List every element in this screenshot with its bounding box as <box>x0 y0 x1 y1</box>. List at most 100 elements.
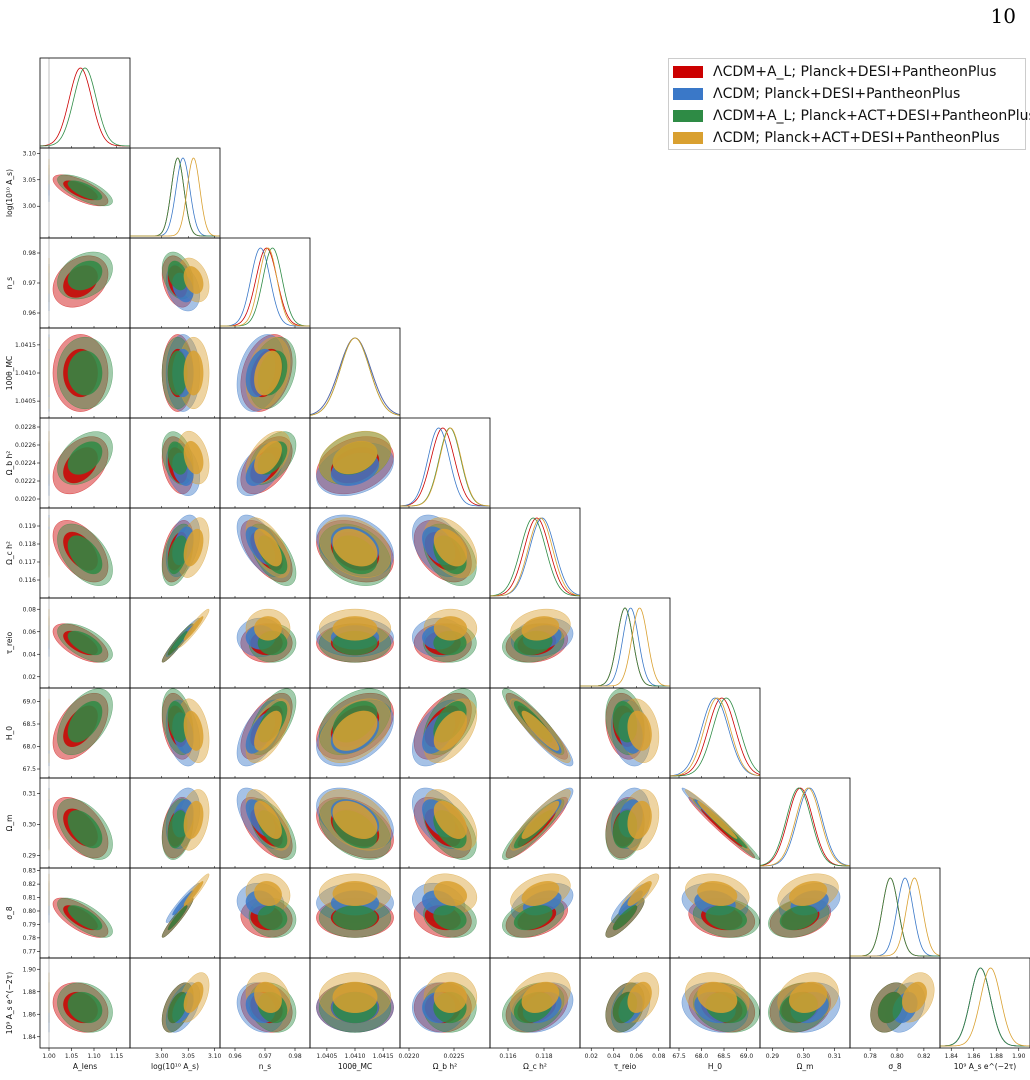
contour <box>433 616 468 641</box>
contour <box>332 905 378 931</box>
x-tick-label: 0.08 <box>652 1053 666 1060</box>
contour <box>254 528 282 567</box>
panel-omch2-vs-logAs <box>129 507 221 599</box>
panel-Ase-vs-H0: 67.5 68.0 68.5 69.0 H_0 <box>669 957 761 1071</box>
panel-H0-vs-ombh2 <box>399 687 491 779</box>
x-axis-label: σ_8 <box>888 1062 902 1071</box>
panel-logAs-vs-A_lens: 3.00 3.05 3.10 log(10¹⁰ A_s) <box>5 147 131 239</box>
x-tick-label: 3.05 <box>182 1053 196 1060</box>
y-axis-label: log(10¹⁰ A_s) <box>5 169 14 217</box>
marginal-curve <box>580 607 670 687</box>
y-tick-label: 1.86 <box>23 1011 37 1018</box>
panel-H0-vs-omch2 <box>489 687 581 779</box>
panel-Ase-vs-s8: 0.78 0.80 0.82 σ_8 <box>849 957 941 1071</box>
panel-ombh2-vs-A_lens: 0.0220 0.0222 0.0224 0.0226 0.0228 Ω_b h² <box>5 417 131 509</box>
y-tick-label: 0.08 <box>23 606 37 613</box>
x-axis-label: log(10¹⁰ A_s) <box>151 1062 199 1071</box>
marginal-curve <box>220 247 310 327</box>
y-tick-label: 0.29 <box>23 853 37 860</box>
legend-label: ΛCDM; Planck+ACT+DESI+PantheonPlus <box>713 130 1000 146</box>
panel-H0-vs-tau <box>579 687 671 779</box>
y-tick-label: 3.10 <box>23 150 37 157</box>
y-tick-label: 0.82 <box>23 881 37 888</box>
x-tick-label: 67.5 <box>672 1053 686 1060</box>
panel-ns-vs-A_lens: 0.96 0.97 0.98 n_s <box>5 237 131 329</box>
y-tick-label: 0.77 <box>23 948 37 955</box>
x-tick-label: 0.97 <box>258 1053 272 1060</box>
contour <box>521 881 560 906</box>
marginal-curve <box>310 337 400 416</box>
y-tick-label: 3.05 <box>23 177 37 184</box>
contour <box>332 710 378 751</box>
marginal-curve <box>310 337 400 416</box>
panel-Ase-vs-A_lens: 1.84 1.86 1.88 1.90 10⁹ A_s e^(−2τ) 1.00 1.05 1… <box>5 957 131 1071</box>
y-tick-label: 0.0228 <box>15 424 36 431</box>
contour <box>433 881 468 906</box>
contour <box>67 991 103 1024</box>
marginal-curve <box>400 427 490 507</box>
marginal-curve <box>490 517 580 597</box>
x-tick-label: 1.90 <box>1012 1053 1026 1060</box>
marginal-curve <box>670 697 760 777</box>
contour <box>627 881 652 906</box>
x-tick-label: 1.0410 <box>345 1053 366 1060</box>
y-tick-label: 0.02 <box>23 674 37 681</box>
y-tick-label: 0.06 <box>23 629 37 636</box>
contour <box>167 905 188 931</box>
y-tick-label: 0.98 <box>23 250 37 257</box>
panel-ombh2-vs-logAs <box>129 417 221 509</box>
x-tick-label: 1.00 <box>42 1053 56 1060</box>
contour <box>254 881 282 906</box>
contour <box>167 701 188 743</box>
panel-omch2-vs-ombh2 <box>399 507 491 599</box>
y-tick-label: 68.5 <box>23 721 37 728</box>
y-axis-label: Ω_m <box>5 815 14 832</box>
panel-s8-vs-ombh2 <box>399 867 491 959</box>
y-tick-label: 0.79 <box>23 921 37 928</box>
x-tick-label: 1.0415 <box>373 1053 394 1060</box>
x-tick-label: 3.10 <box>208 1053 222 1060</box>
panel-Om-vs-theta <box>309 777 401 869</box>
contour <box>167 535 188 575</box>
contour <box>67 905 103 931</box>
legend-label: ΛCDM+A_L; Planck+DESI+PantheonPlus <box>713 64 997 80</box>
marginal-curve <box>40 67 130 147</box>
x-tick-label: 0.118 <box>535 1053 552 1060</box>
contour <box>332 800 378 839</box>
contour <box>697 800 738 839</box>
marginal-curve <box>580 607 670 687</box>
x-tick-label: 0.98 <box>288 1053 302 1060</box>
panel-frame <box>759 777 851 869</box>
y-tick-label: 0.04 <box>23 651 37 658</box>
marginal-curve <box>760 787 850 867</box>
marginal-curve <box>850 877 940 957</box>
panel-tau-vs-theta <box>309 597 401 689</box>
contour <box>183 266 204 294</box>
panel-Ase-vs-Om: 0.29 0.30 0.31 Ω_m <box>759 957 851 1071</box>
marginal-curve <box>220 247 310 327</box>
contour <box>183 710 204 751</box>
panel-H0-vs-H0 <box>669 687 761 779</box>
x-tick-label: 0.31 <box>828 1053 842 1060</box>
y-tick-label: 68.0 <box>23 744 37 751</box>
panel-frame <box>669 687 761 779</box>
y-tick-label: 67.5 <box>23 766 37 773</box>
x-tick-label: 0.78 <box>863 1053 877 1060</box>
panel-omch2-vs-ns <box>219 507 311 599</box>
contour <box>332 981 378 1013</box>
marginal-curve <box>490 517 580 597</box>
x-tick-label: 3.00 <box>155 1053 169 1060</box>
marginal-curve <box>760 787 850 867</box>
panel-frame <box>939 957 1030 1049</box>
panel-s8-vs-ns <box>219 867 311 959</box>
x-axis-label: 10⁹ A_s e^(−2τ) <box>954 1062 1017 1071</box>
panel-s8-vs-theta <box>309 867 401 959</box>
marginal-curve <box>130 157 220 237</box>
panel-ns-vs-ns <box>219 237 311 329</box>
legend-label: ΛCDM; Planck+DESI+PantheonPlus <box>713 86 961 102</box>
panel-H0-vs-logAs <box>129 687 221 779</box>
panel-tau-vs-A_lens: 0.02 0.04 0.06 0.08 τ_reio <box>5 597 131 689</box>
panel-frame <box>39 57 131 149</box>
